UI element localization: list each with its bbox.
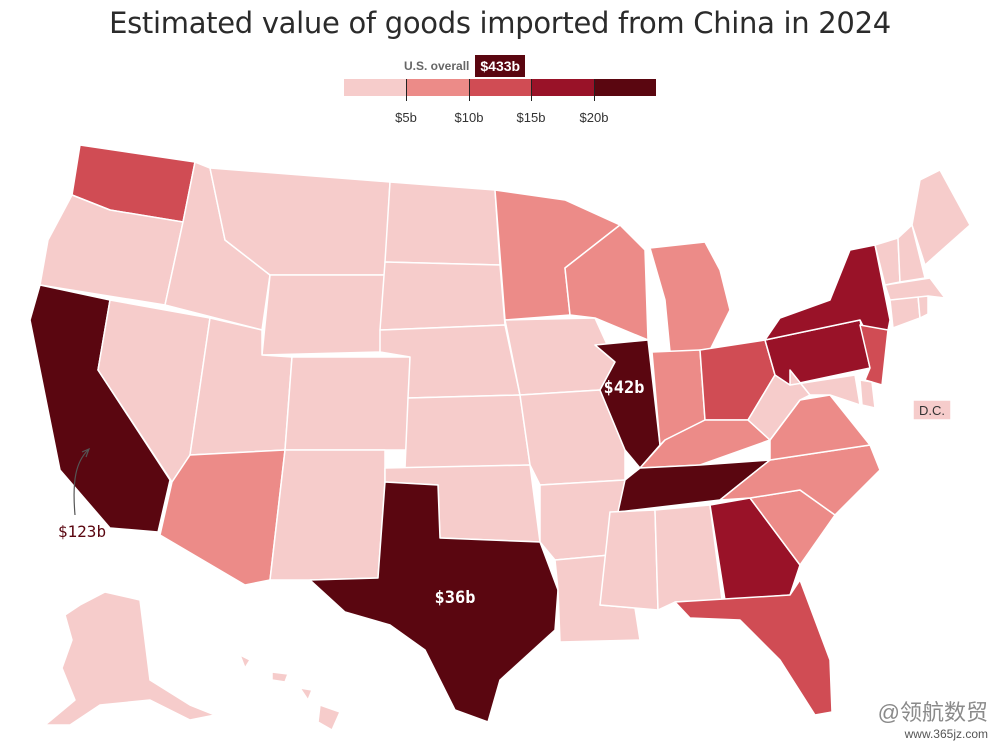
legend-tick (531, 79, 532, 101)
legend-tick-label: $10b (454, 110, 484, 125)
legend-tick-label: $15b (516, 110, 546, 125)
illinois-value-label: $42b (604, 378, 645, 398)
state-rhode-island[interactable] (917, 295, 929, 319)
legend-tick-label: $20b (579, 110, 609, 125)
legend-tick-label: $5b (395, 110, 417, 125)
state-north-dakota[interactable] (384, 181, 501, 266)
state-wyoming[interactable] (261, 274, 386, 356)
california-callout-arrow-icon (81, 447, 91, 458)
california-callout-line (73, 449, 89, 516)
state-michigan[interactable] (649, 241, 731, 353)
state-texas[interactable] (309, 481, 559, 723)
overall-total: U.S. overall $433b (404, 55, 526, 77)
legend-bin-3 (468, 79, 532, 96)
watermark-line-1: @领航数贸 (877, 700, 988, 725)
legend-tick (594, 79, 595, 101)
state-maryland[interactable] (789, 369, 861, 406)
state-colorado[interactable] (284, 356, 411, 451)
state-alaska[interactable] (44, 591, 216, 726)
texas-value-label: $36b (435, 588, 476, 608)
legend-bin-2 (406, 79, 469, 96)
state-new-hampshire[interactable] (897, 224, 926, 283)
state-kansas[interactable] (404, 394, 531, 469)
legend-bin-4 (531, 79, 594, 96)
legend-tick (469, 79, 470, 101)
legend-bin-5 (593, 79, 657, 96)
state-south-dakota[interactable] (379, 261, 506, 331)
state-new-mexico[interactable] (269, 449, 386, 581)
state-connecticut[interactable] (889, 295, 921, 329)
state-maine[interactable] (911, 169, 971, 266)
legend-tick (406, 79, 407, 101)
state-delaware[interactable] (859, 379, 876, 409)
dc-label: D.C. (919, 403, 945, 418)
state-florida[interactable] (674, 579, 833, 716)
map-title: Estimated value of goods imported from C… (109, 6, 891, 40)
watermark: @领航数贸 www.365jz.com (878, 695, 988, 741)
state-iowa[interactable] (504, 317, 616, 396)
state-hawaii[interactable] (239, 654, 341, 731)
overall-value: $433b (475, 55, 526, 77)
state-new-jersey[interactable] (859, 324, 889, 386)
color-legend (344, 79, 657, 96)
state-illinois[interactable] (594, 339, 661, 469)
overall-label: U.S. overall (404, 59, 470, 73)
watermark-line-2: www.365jz.com (904, 727, 988, 741)
state-mississippi[interactable] (599, 509, 659, 611)
california-value-label: $123b (58, 522, 106, 541)
legend-bin-1 (344, 79, 407, 96)
state-massachusetts[interactable] (884, 277, 946, 301)
dc-label-box (912, 399, 952, 421)
